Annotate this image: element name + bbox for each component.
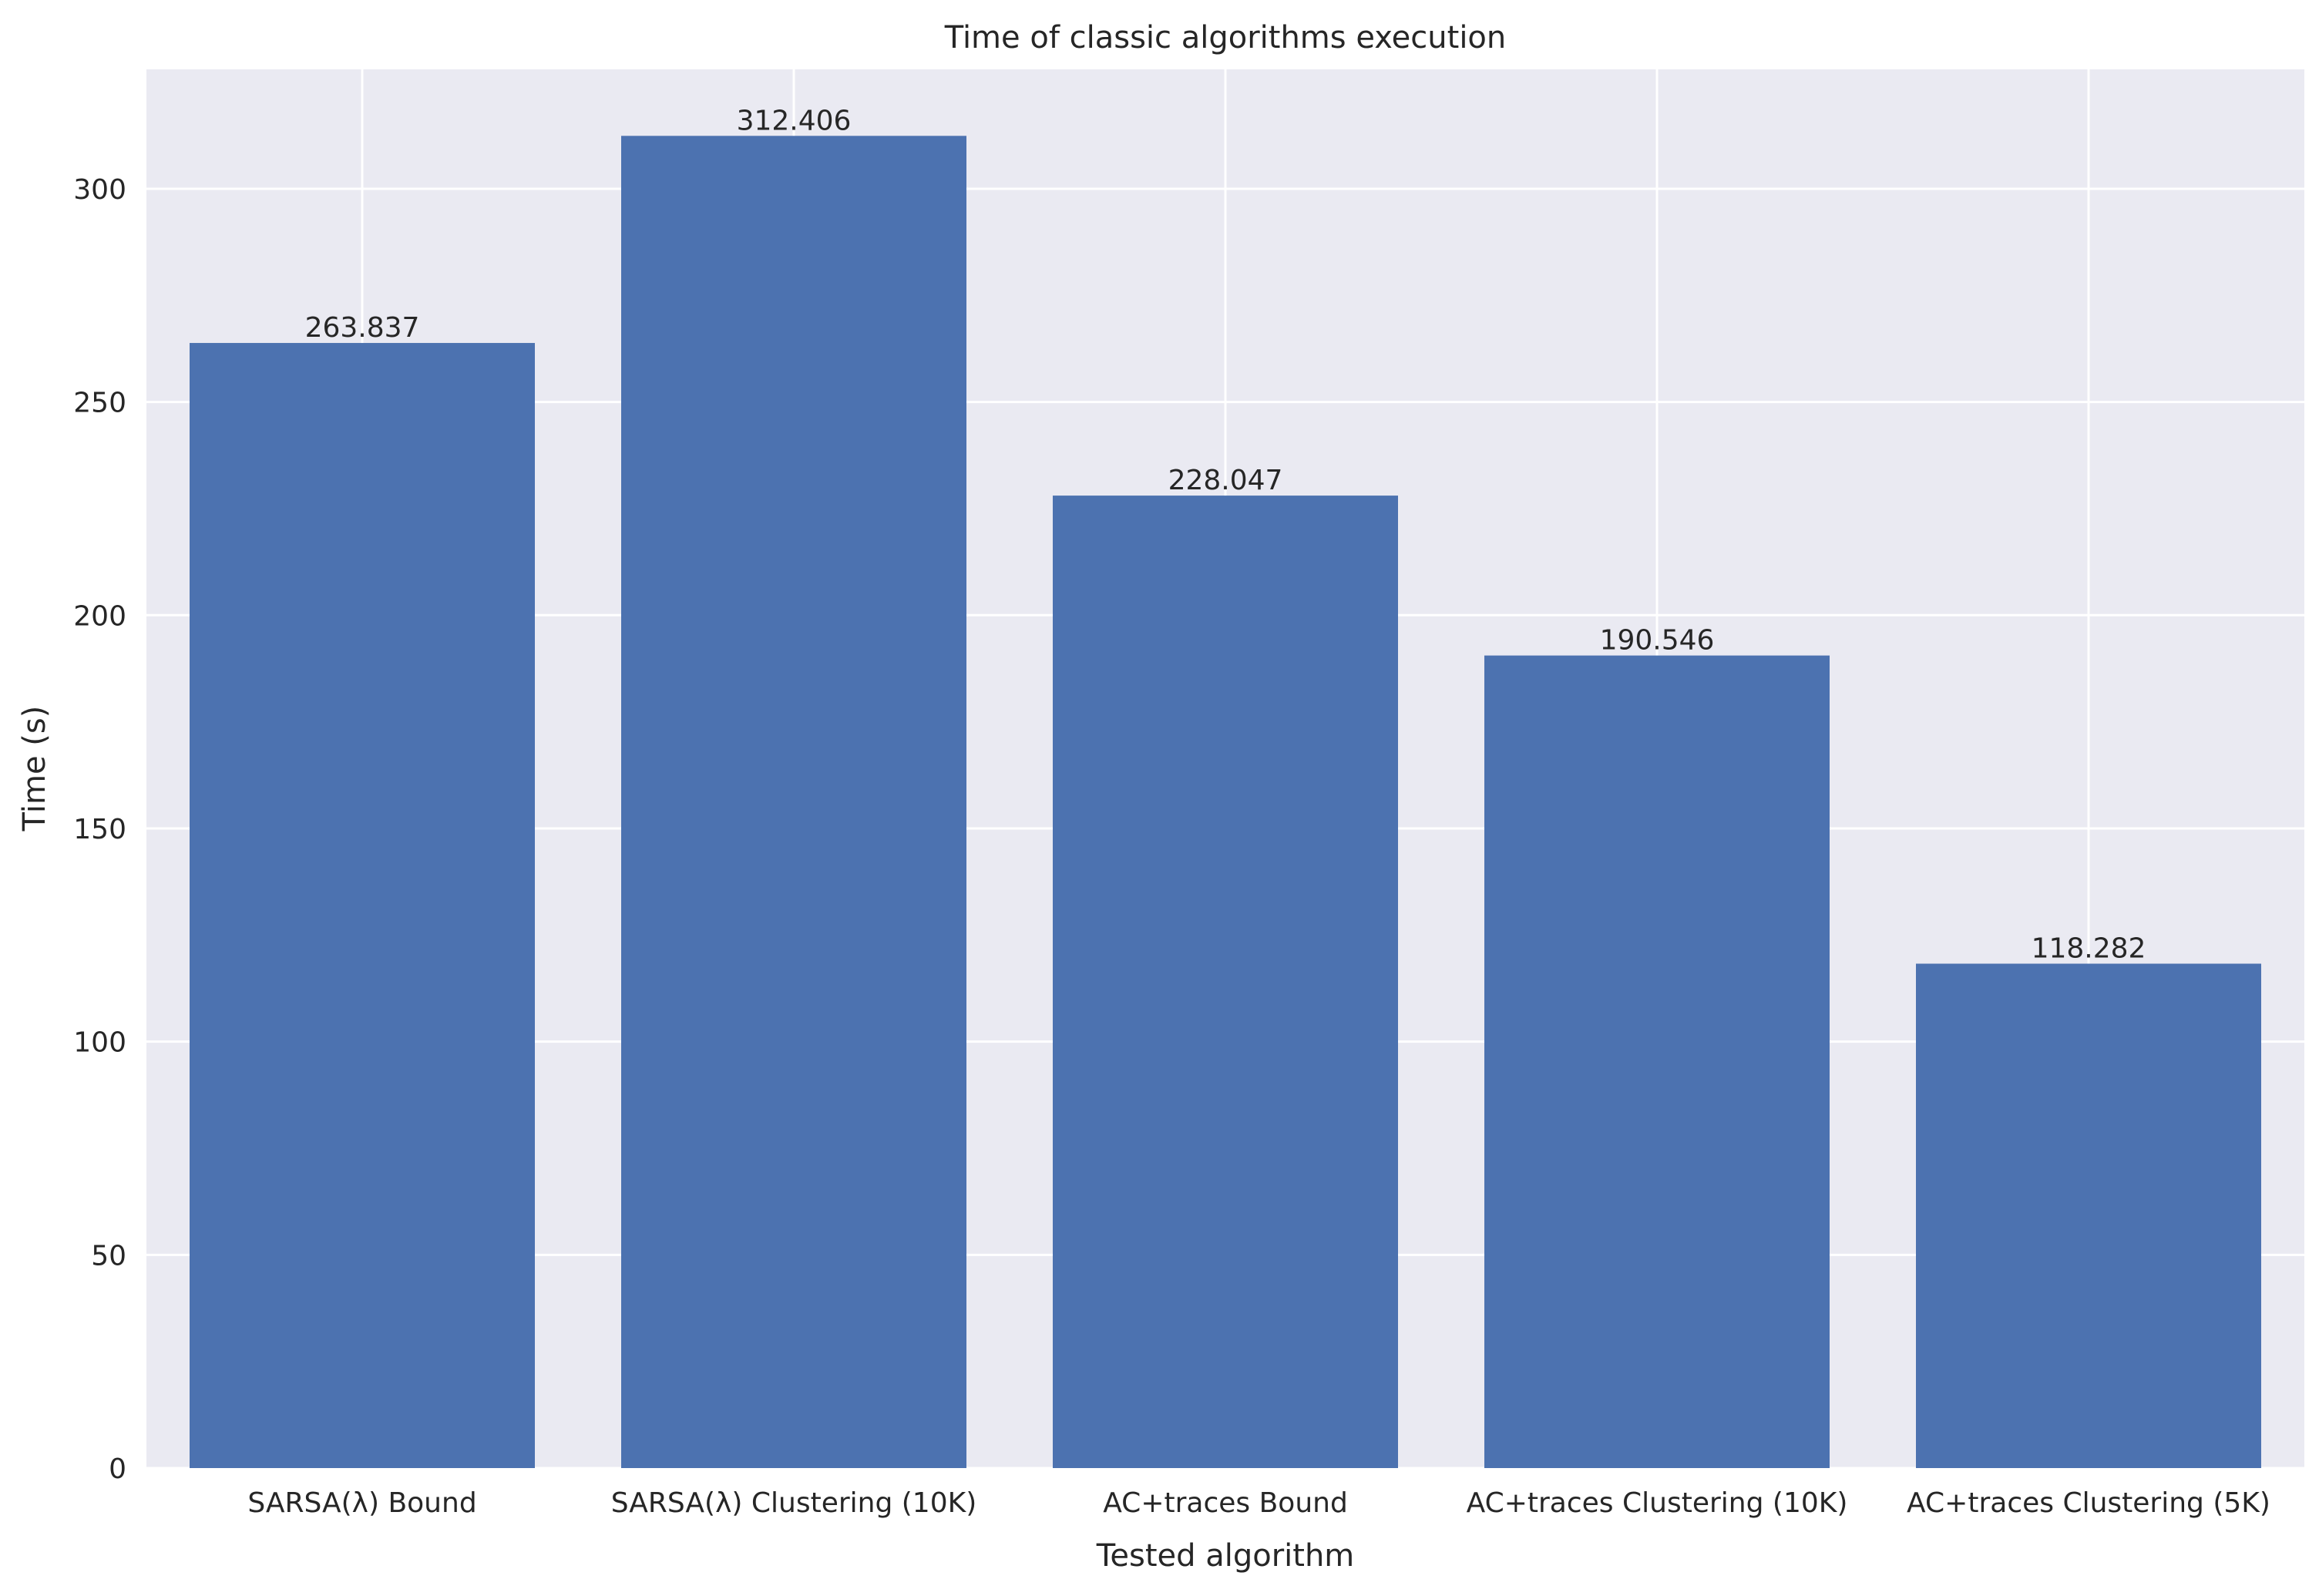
bar-value-label: 263.837 [305, 312, 420, 344]
bar-value-label: 312.406 [737, 105, 852, 136]
bar-value-label: 228.047 [1168, 465, 1283, 496]
bars [190, 136, 2261, 1469]
y-tick-label: 100 [73, 1027, 126, 1059]
y-tick-label: 300 [73, 174, 126, 206]
y-tick-label: 250 [73, 388, 126, 419]
bar [1053, 496, 1398, 1469]
bar [1916, 963, 2261, 1468]
y-axis-label: Time (s) [17, 706, 52, 832]
x-tick-label: SARSA(λ) Bound [247, 1487, 476, 1519]
y-tick-labels: 0 50 100 150 200 250 300 [73, 174, 126, 1485]
bar-value-label: 190.546 [1600, 625, 1715, 657]
chart-title: Time of classic algorithms execution [944, 20, 1507, 55]
x-tick-label: AC+traces Clustering (10K) [1467, 1487, 1848, 1519]
y-tick-label: 50 [91, 1240, 126, 1272]
x-tick-label: SARSA(λ) Clustering (10K) [611, 1487, 977, 1519]
x-tick-labels: SARSA(λ) Bound SARSA(λ) Clustering (10K) A… [247, 1487, 2270, 1519]
y-tick-label: 150 [73, 814, 126, 845]
x-tick-label: AC+traces Clustering (5K) [1907, 1487, 2270, 1519]
bar [621, 136, 966, 1469]
y-tick-label: 200 [73, 600, 126, 632]
x-axis-label: Tested algorithm [1096, 1538, 1355, 1574]
bar-value-labels: 263.837 312.406 228.047 190.546 118.282 [305, 105, 2146, 964]
bar [190, 343, 535, 1468]
y-tick-label: 0 [109, 1453, 126, 1485]
x-tick-label: AC+traces Bound [1103, 1487, 1348, 1519]
bar-value-label: 118.282 [2032, 932, 2146, 964]
bar [1484, 655, 1830, 1469]
